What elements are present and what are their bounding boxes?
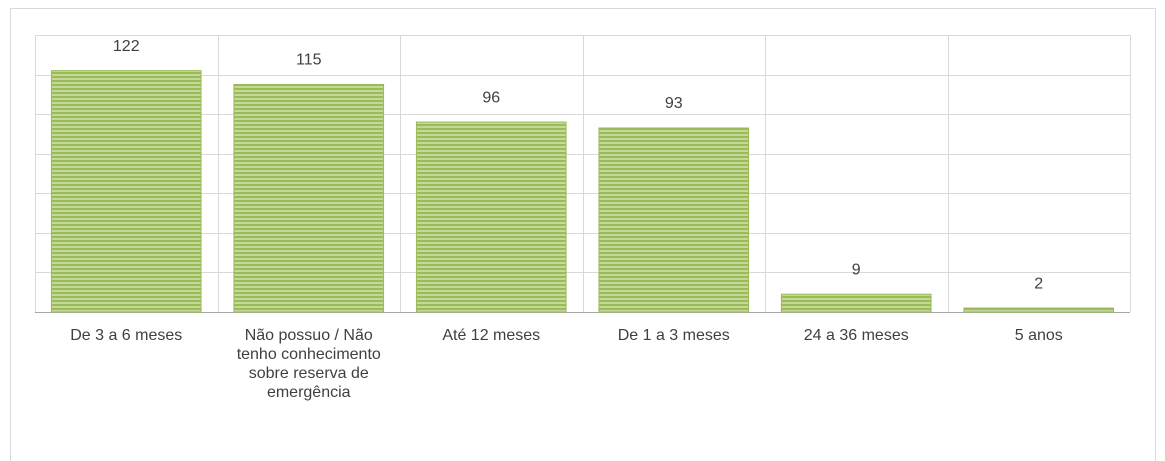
bar [233, 83, 385, 313]
value-label: 122 [113, 38, 140, 55]
bar [598, 127, 750, 313]
x-tick-label: 24 a 36 meses [803, 327, 909, 344]
bar [780, 293, 932, 313]
value-label: 2 [1034, 275, 1043, 292]
bar [415, 121, 567, 313]
x-tick-label: 5 anos [1014, 327, 1063, 344]
value-label: 93 [665, 95, 683, 112]
bar [963, 307, 1115, 313]
x-tick-label: Não possuo / Não tenho conhecimento sobr… [236, 327, 381, 401]
frame [10, 8, 1156, 461]
x-tick-label: Até 12 meses [442, 327, 541, 344]
x-tick-label: De 3 a 6 meses [70, 327, 183, 344]
value-label: 9 [852, 261, 861, 278]
bar [50, 70, 202, 313]
value-label: 96 [482, 89, 500, 106]
value-label: 115 [296, 52, 322, 69]
x-tick-label: De 1 a 3 meses [617, 327, 730, 344]
